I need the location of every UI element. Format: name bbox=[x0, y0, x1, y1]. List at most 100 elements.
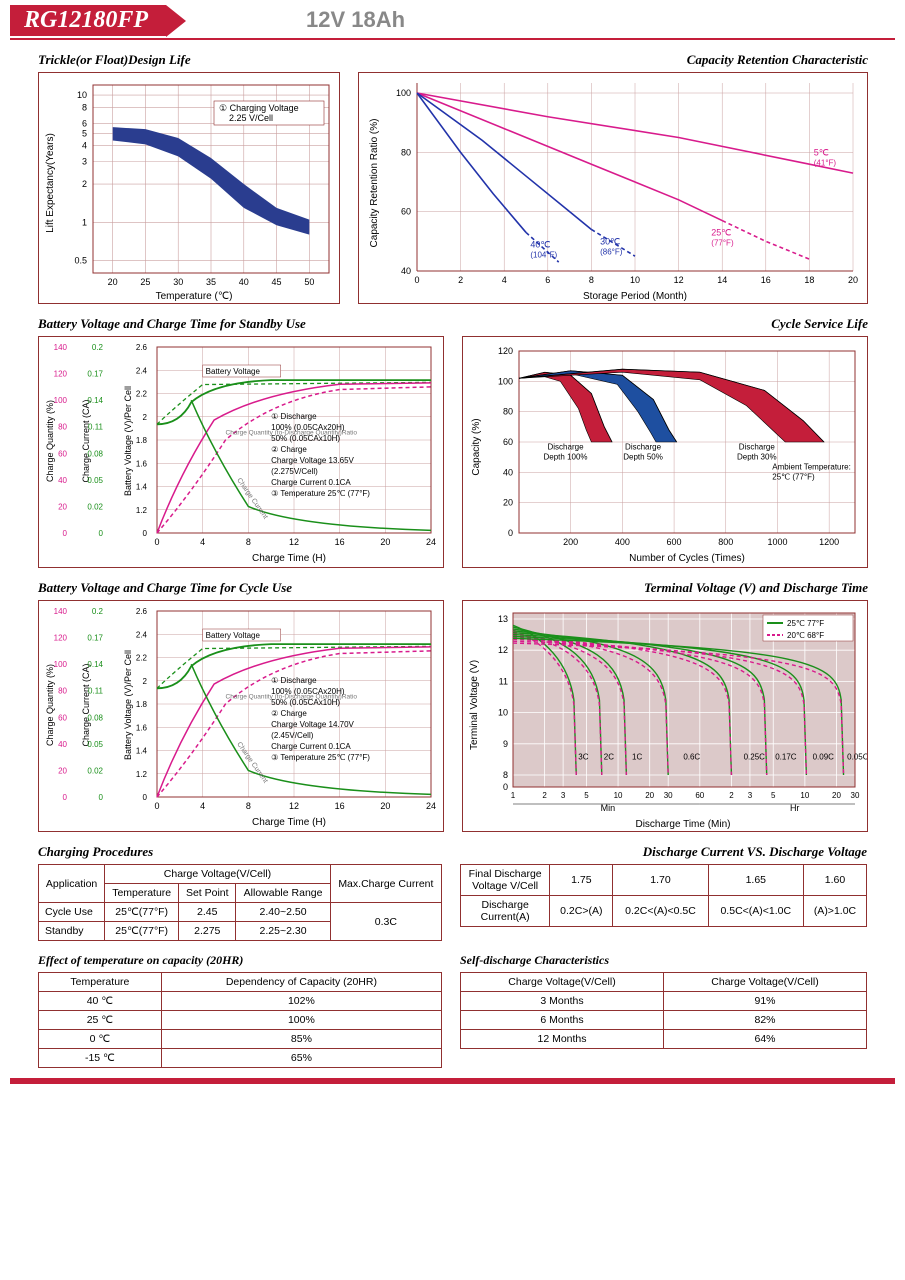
svg-text:Discharge: Discharge bbox=[548, 443, 585, 452]
svg-text:0: 0 bbox=[143, 793, 148, 802]
svg-text:2.6: 2.6 bbox=[136, 343, 148, 352]
svg-text:① Discharge: ① Discharge bbox=[271, 412, 317, 421]
svg-text:(2.275V/Cell): (2.275V/Cell) bbox=[271, 467, 318, 476]
table-row: Final Discharge Voltage V/Cell 1.75 1.70… bbox=[461, 865, 867, 896]
svg-text:1.4: 1.4 bbox=[136, 747, 148, 756]
svg-text:Discharge Time (Min): Discharge Time (Min) bbox=[635, 819, 730, 830]
svg-text:Charge Voltage 14.70V: Charge Voltage 14.70V bbox=[271, 720, 354, 729]
svg-text:0: 0 bbox=[63, 793, 68, 802]
svg-text:Storage Period (Month): Storage Period (Month) bbox=[583, 291, 687, 302]
svg-text:Battery Voltage (V)/Per Cell: Battery Voltage (V)/Per Cell bbox=[123, 650, 133, 760]
th-max: Max.Charge Current bbox=[330, 865, 441, 903]
svg-text:③ Temperature 25℃ (77°F): ③ Temperature 25℃ (77°F) bbox=[271, 753, 370, 762]
svg-text:Depth 30%: Depth 30% bbox=[737, 453, 777, 462]
svg-text:8: 8 bbox=[246, 537, 251, 547]
svg-text:8: 8 bbox=[503, 770, 508, 780]
retention-chart: 0246810121416182040608010040℃(104°F)30℃(… bbox=[358, 72, 868, 304]
svg-text:8: 8 bbox=[82, 102, 87, 112]
svg-text:1.2: 1.2 bbox=[136, 506, 148, 515]
svg-text:Depth 50%: Depth 50% bbox=[623, 453, 663, 462]
svg-text:Discharge: Discharge bbox=[625, 443, 662, 452]
trickle-chart: 202530354045500.5123456810Temperature (℃… bbox=[38, 72, 340, 304]
svg-text:0.05C: 0.05C bbox=[847, 752, 867, 761]
cyclelife-chart: 20040060080010001200020406080100120Disch… bbox=[462, 336, 868, 568]
header-redline bbox=[10, 38, 895, 40]
svg-text:Charge Quantity (%): Charge Quantity (%) bbox=[45, 400, 55, 482]
cycleuse-title: Battery Voltage and Charge Time for Cycl… bbox=[38, 580, 444, 596]
svg-text:3: 3 bbox=[748, 791, 753, 800]
svg-text:Number of Cycles (Times): Number of Cycles (Times) bbox=[629, 553, 745, 564]
svg-text:80: 80 bbox=[401, 147, 411, 157]
svg-text:0.17C: 0.17C bbox=[775, 752, 797, 761]
svg-text:2.25 V/Cell: 2.25 V/Cell bbox=[229, 113, 273, 123]
svg-text:Capacity (%): Capacity (%) bbox=[471, 418, 482, 475]
svg-text:40: 40 bbox=[58, 476, 67, 485]
self-discharge-title: Self-discharge Characteristics bbox=[460, 953, 867, 968]
svg-text:Battery Voltage: Battery Voltage bbox=[206, 367, 261, 376]
discharge-iv-title: Discharge Current VS. Discharge Voltage bbox=[460, 844, 867, 860]
temp-effect-table: TemperatureDependency of Capacity (20HR)… bbox=[38, 972, 442, 1068]
svg-text:30: 30 bbox=[664, 791, 673, 800]
table-row: -15 ℃65% bbox=[39, 1049, 442, 1068]
svg-text:(2.45V/Cell): (2.45V/Cell) bbox=[271, 731, 314, 740]
svg-text:3: 3 bbox=[82, 157, 87, 167]
svg-text:600: 600 bbox=[667, 537, 682, 547]
svg-text:1: 1 bbox=[82, 217, 87, 227]
svg-text:45: 45 bbox=[272, 277, 282, 287]
svg-text:25: 25 bbox=[140, 277, 150, 287]
svg-text:20℃ 68°F: 20℃ 68°F bbox=[787, 631, 824, 640]
svg-text:4: 4 bbox=[82, 141, 87, 151]
svg-text:6: 6 bbox=[545, 275, 550, 285]
svg-text:Lift Expectancy(Years): Lift Expectancy(Years) bbox=[45, 133, 56, 233]
svg-text:25℃: 25℃ bbox=[711, 227, 731, 237]
th-ar: Allowable Range bbox=[236, 884, 330, 903]
svg-text:② Charge: ② Charge bbox=[271, 445, 307, 454]
th-temp: Temperature bbox=[105, 884, 179, 903]
table-row: Discharge Current(A) 0.2C>(A) 0.2C<(A)<0… bbox=[461, 896, 867, 927]
svg-text:1C: 1C bbox=[632, 752, 642, 761]
model-badge: RG12180FP bbox=[10, 5, 166, 36]
svg-text:Charge Current (CA): Charge Current (CA) bbox=[81, 663, 91, 746]
svg-text:0.05: 0.05 bbox=[87, 740, 103, 749]
svg-text:13: 13 bbox=[498, 614, 508, 624]
svg-text:4: 4 bbox=[200, 801, 205, 811]
svg-text:(86°F): (86°F) bbox=[600, 247, 623, 256]
svg-text:0: 0 bbox=[154, 801, 159, 811]
svg-text:120: 120 bbox=[54, 634, 68, 643]
svg-text:0.14: 0.14 bbox=[87, 396, 103, 405]
svg-text:60: 60 bbox=[401, 207, 411, 217]
standby-chart: Charge Quantity (%)Charge Current (CA)Ba… bbox=[38, 336, 444, 568]
svg-text:0.09C: 0.09C bbox=[813, 752, 835, 761]
svg-text:0: 0 bbox=[154, 537, 159, 547]
svg-text:2.4: 2.4 bbox=[136, 366, 148, 375]
svg-text:10: 10 bbox=[630, 275, 640, 285]
svg-text:20: 20 bbox=[832, 791, 841, 800]
svg-text:(41°F): (41°F) bbox=[814, 158, 837, 167]
table-row: 3 Months91% bbox=[461, 992, 867, 1011]
svg-text:2.4: 2.4 bbox=[136, 630, 148, 639]
svg-text:5: 5 bbox=[82, 128, 87, 138]
rating-text: 12V 18Ah bbox=[306, 7, 405, 33]
svg-text:20: 20 bbox=[58, 502, 67, 511]
svg-text:③ Temperature 25℃ (77°F): ③ Temperature 25℃ (77°F) bbox=[271, 489, 370, 498]
svg-text:40: 40 bbox=[401, 266, 411, 276]
svg-text:40: 40 bbox=[503, 467, 513, 477]
svg-text:12: 12 bbox=[289, 537, 299, 547]
trickle-title: Trickle(or Float)Design Life bbox=[38, 52, 340, 68]
svg-text:5: 5 bbox=[584, 791, 589, 800]
svg-text:Battery Voltage: Battery Voltage bbox=[206, 631, 261, 640]
th-cv: Charge Voltage(V/Cell) bbox=[105, 865, 331, 884]
svg-text:60: 60 bbox=[503, 437, 513, 447]
svg-text:11: 11 bbox=[499, 676, 508, 686]
svg-text:60: 60 bbox=[58, 449, 67, 458]
svg-text:0.14: 0.14 bbox=[87, 660, 103, 669]
svg-text:2: 2 bbox=[729, 791, 734, 800]
svg-text:0.08: 0.08 bbox=[87, 713, 103, 722]
svg-text:80: 80 bbox=[58, 687, 67, 696]
svg-text:8: 8 bbox=[246, 801, 251, 811]
svg-text:10: 10 bbox=[498, 708, 508, 718]
svg-text:3C: 3C bbox=[578, 752, 588, 761]
svg-text:0: 0 bbox=[99, 793, 104, 802]
svg-text:10: 10 bbox=[800, 791, 809, 800]
svg-text:0.02: 0.02 bbox=[87, 766, 103, 775]
